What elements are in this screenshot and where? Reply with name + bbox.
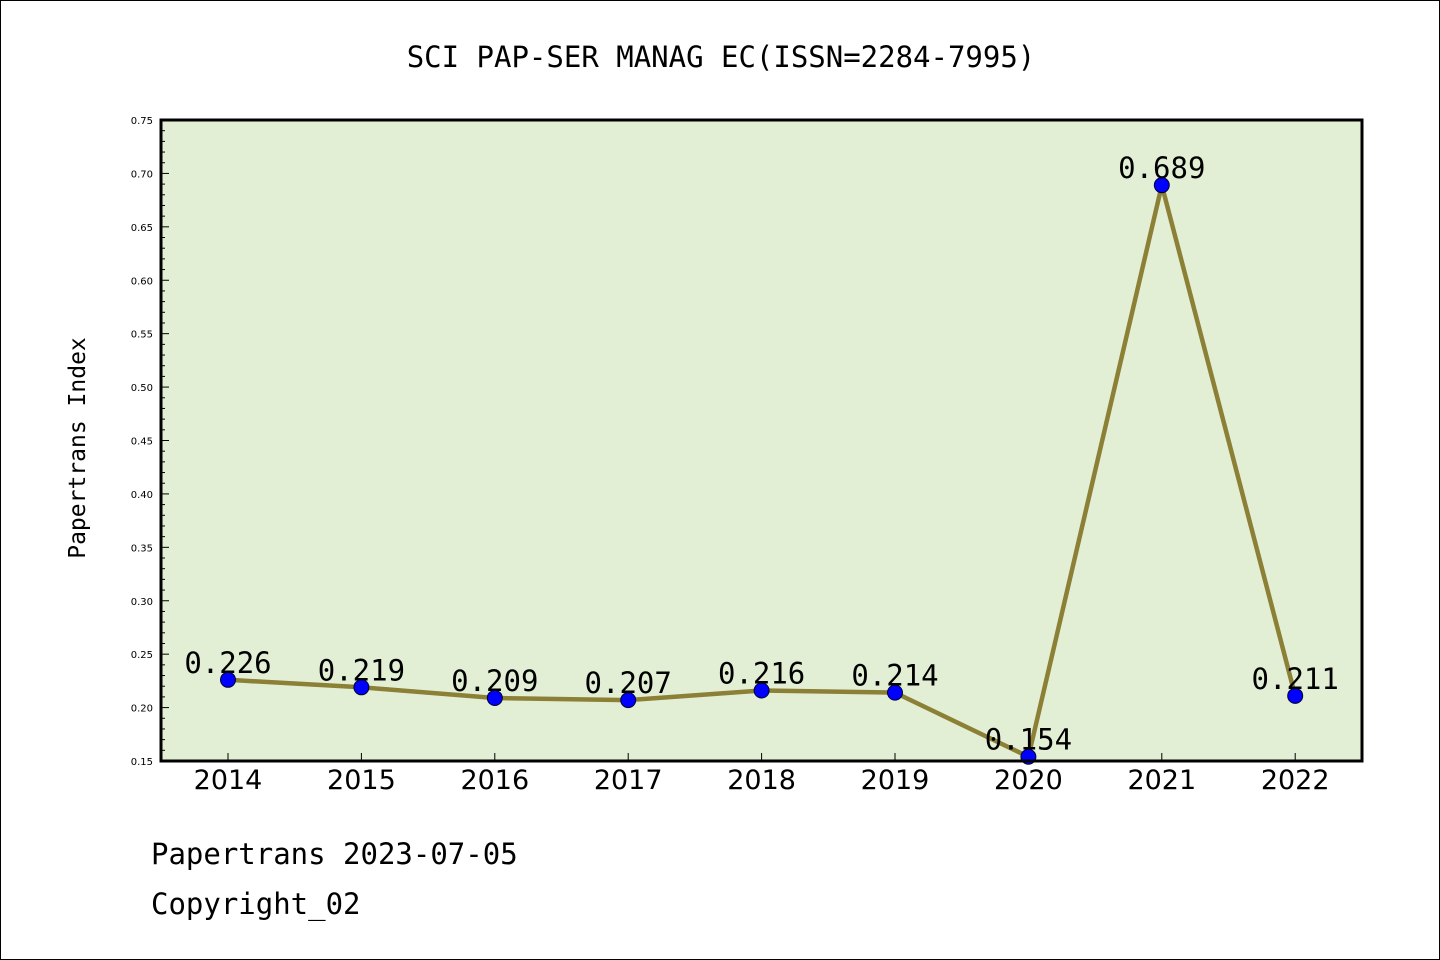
- data-label: 0.211: [1252, 662, 1339, 696]
- y-axis-tick-labels: 0.15 0.20 0.25 0.30 0.35 0.40 0.45 0.50 0.55 0.60…: [131, 116, 153, 768]
- y-tick-label: 0.15: [131, 757, 153, 768]
- y-tick-label: 0.75: [131, 116, 153, 127]
- data-label: 0.209: [451, 664, 538, 698]
- data-label: 0.689: [1118, 151, 1205, 185]
- chart-title: SCI PAP-SER MANAG EC(ISSN=2284-7995): [407, 40, 1036, 74]
- footer-date: Papertrans 2023-07-05: [151, 837, 518, 871]
- y-tick-label: 0.70: [131, 169, 153, 180]
- data-label: 0.207: [585, 666, 672, 700]
- y-tick-label: 0.45: [131, 437, 153, 448]
- x-tick-label: 2017: [594, 765, 663, 796]
- y-tick-label: 0.35: [131, 543, 153, 554]
- data-point: [1287, 687, 1304, 704]
- y-axis-label: Papertrans Index: [65, 337, 91, 559]
- plot-frame: [159, 118, 1364, 763]
- x-tick-label: 2020: [994, 765, 1063, 796]
- y-tick-label: 0.40: [131, 490, 153, 501]
- y-tick-label: 0.55: [131, 330, 153, 341]
- x-tick-label: 2021: [1127, 765, 1196, 796]
- x-axis-tick-labels: 2014 2015 2016 2017 2018 2019 2020 2021 2022: [194, 765, 1330, 796]
- x-tick-label: 2015: [327, 765, 396, 796]
- y-tick-label: 0.65: [131, 223, 153, 234]
- x-tick-label: 2016: [460, 765, 529, 796]
- x-tick-label: 2018: [727, 765, 796, 796]
- y-tick-label: 0.50: [131, 383, 153, 394]
- y-tick-label: 0.60: [131, 276, 153, 287]
- data-labels: 0.226 0.219 0.209 0.207 0.216 0.214 0.154 0.689…: [184, 151, 1339, 757]
- data-label: 0.214: [851, 659, 938, 693]
- plot-area: [161, 120, 1362, 761]
- x-tick-label: 2022: [1261, 765, 1330, 796]
- footer-copyright: Copyright_02: [151, 887, 361, 921]
- y-tick-label: 0.25: [131, 650, 153, 661]
- x-tick-label: 2019: [861, 765, 930, 796]
- data-label: 0.216: [718, 656, 805, 690]
- data-point: [220, 671, 236, 688]
- data-label: 0.154: [985, 723, 1072, 757]
- data-point: [1153, 177, 1170, 194]
- data-point: [887, 684, 903, 701]
- y-tick-label: 0.20: [131, 704, 153, 715]
- data-label: 0.219: [318, 653, 405, 687]
- data-label: 0.226: [184, 646, 271, 680]
- y-tick-label: 0.30: [131, 597, 153, 608]
- data-point: [486, 689, 503, 706]
- data-point: [620, 692, 637, 709]
- data-point: [353, 679, 370, 696]
- x-tick-label: 2014: [194, 765, 263, 796]
- data-point: [753, 682, 770, 699]
